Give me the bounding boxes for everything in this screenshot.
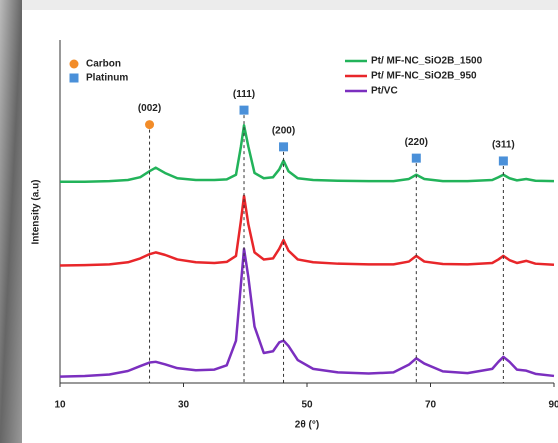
legend-label: Carbon: [86, 59, 121, 70]
peak-marker: [498, 156, 508, 166]
legend-marker: [69, 59, 79, 69]
legend-marker: [69, 73, 79, 83]
x-tick-label: 50: [301, 400, 313, 411]
legend-label: Pt/ MF-NC_SiO2B_1500: [371, 56, 483, 67]
legend-label: Pt/VC: [371, 86, 398, 97]
peak-marker: [279, 142, 289, 152]
y-axis-label: Intensity (a.u): [31, 179, 42, 244]
series-line: [59, 194, 555, 267]
x-tick-label: 90: [548, 400, 558, 411]
top-band: [0, 0, 558, 10]
side-image: [0, 0, 22, 443]
x-tick-label: 70: [425, 400, 437, 411]
series-line: [59, 247, 555, 378]
peak-label: (111): [233, 89, 255, 100]
series-line: [60, 124, 555, 184]
x-axis-label: 2θ (°): [295, 420, 319, 431]
peak-label: (200): [272, 125, 295, 136]
legend-label: Platinum: [86, 73, 128, 84]
peak-marker: [145, 120, 155, 130]
peak-label: (220): [405, 137, 428, 148]
x-tick-label: 10: [54, 400, 66, 411]
x-tick-label: 30: [178, 400, 190, 411]
legend-label: Pt/ MF-NC_SiO2B_950: [371, 71, 477, 82]
peak-marker: [411, 153, 421, 163]
peak-marker: [239, 105, 249, 115]
peak-label: (002): [138, 103, 161, 114]
peak-label: (311): [492, 140, 515, 151]
